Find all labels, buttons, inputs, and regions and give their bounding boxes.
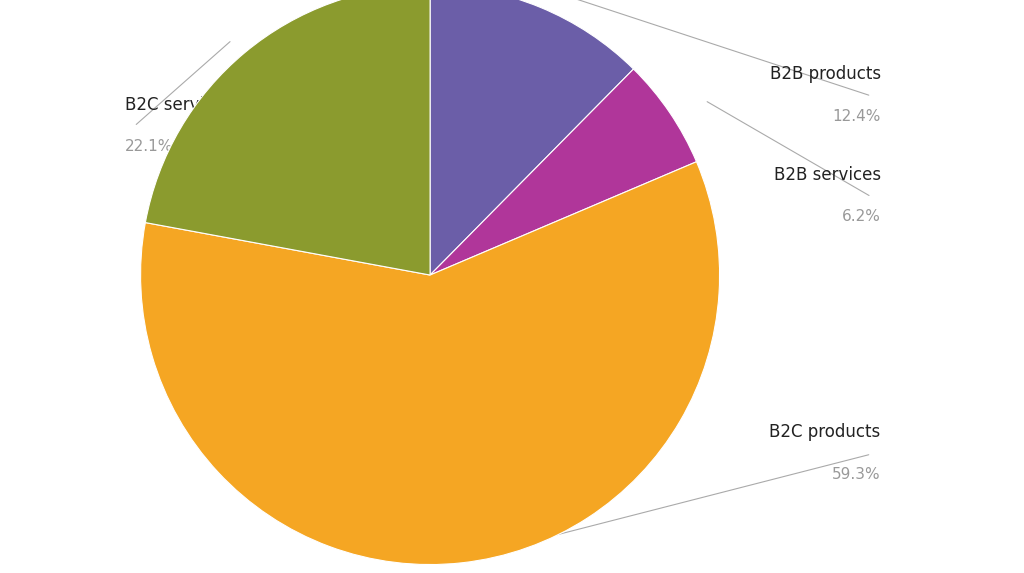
Wedge shape — [430, 69, 696, 275]
Wedge shape — [145, 0, 430, 275]
Text: B2C services: B2C services — [125, 96, 232, 113]
Text: B2B products: B2B products — [769, 65, 881, 84]
Wedge shape — [140, 162, 720, 564]
Text: 12.4%: 12.4% — [833, 109, 881, 124]
Wedge shape — [430, 0, 634, 275]
Text: 59.3%: 59.3% — [833, 466, 881, 482]
Text: B2C products: B2C products — [769, 423, 881, 441]
Text: 22.1%: 22.1% — [125, 139, 173, 154]
Text: B2B services: B2B services — [773, 166, 881, 185]
Text: 6.2%: 6.2% — [842, 210, 881, 225]
Text: (Data from AffStat): (Data from AffStat) — [359, 494, 517, 512]
